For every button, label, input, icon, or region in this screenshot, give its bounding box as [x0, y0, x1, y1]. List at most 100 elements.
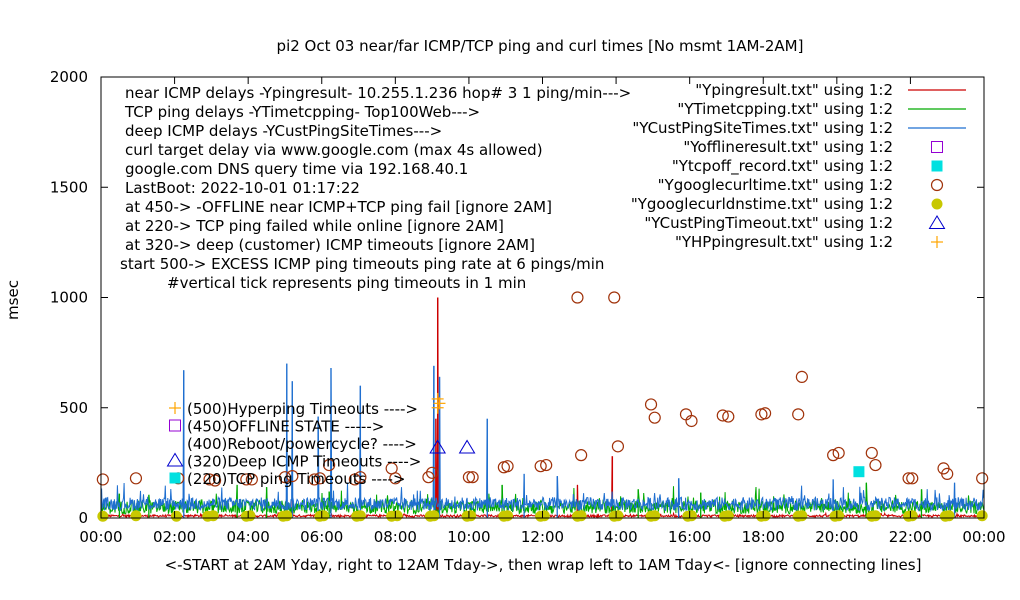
- series-6-point-34: [759, 510, 771, 522]
- legend-entry-5: "Ygooglecurltime.txt" using 1:2: [658, 176, 893, 194]
- series-5-point-6: [245, 473, 258, 486]
- series-6-point-8: [281, 510, 293, 522]
- series-5-point-37: [795, 370, 808, 383]
- x-axis-label: <-START at 2AM Yday, right to 12AM Tday-…: [165, 556, 922, 574]
- legend-swatch-5: [930, 178, 944, 192]
- series-5-point-29: [648, 411, 661, 424]
- series-5-point-11: [323, 458, 336, 472]
- legend-entry-2: "YCustPingSiteTimes.txt" using 1:2: [632, 119, 893, 137]
- series-5-point-7: [278, 471, 292, 484]
- legend-entry-4: "Ytcpoff_record.txt" using 1:2: [672, 157, 893, 176]
- series-6-point-38: [833, 510, 845, 522]
- series-6-point-36: [796, 510, 808, 522]
- series-6-point-14: [391, 510, 403, 522]
- series-5-point-9: [308, 473, 321, 486]
- info-line-9: start 500-> EXCESS ICMP ping timeouts pi…: [120, 255, 604, 273]
- series-5-point-30: [679, 408, 693, 421]
- series-6-point-18: [465, 510, 477, 522]
- info-line-1: TCP ping delays -YTimetcpping- Top100Web…: [124, 103, 480, 121]
- annotation-label-2: (400)Reboot/powercycle? ---->: [187, 435, 417, 453]
- series-5-point-39: [832, 446, 845, 460]
- series-6-point-44: [943, 510, 955, 522]
- series-5-point-10: [313, 472, 327, 485]
- series-5-point-43: [906, 472, 919, 485]
- series-5-point-40: [865, 446, 878, 460]
- series-5-point-33: [722, 410, 735, 423]
- series-5-point-3: [203, 473, 216, 486]
- series-6-point-4: [207, 510, 219, 522]
- annotation-label-3: (320)Deep ICMP Timeouts ---->: [187, 453, 421, 471]
- series-5-point-38: [827, 449, 840, 462]
- series-5-point-35: [758, 407, 772, 420]
- legend-entry-8: "YHPpingresult.txt" using 1:2: [675, 233, 893, 251]
- series-5-point-46: [976, 472, 989, 485]
- x-tick-label-11: 22:00: [889, 528, 932, 546]
- legend-swatch-6: [931, 198, 943, 210]
- legend-swatch-8: [931, 236, 943, 248]
- info-line-10: #vertical tick represents ping timeouts …: [167, 274, 526, 292]
- axis-ticks: 00:00 02:00 04:00 06:00 08:00 10:00 12:00 14:00…: [50, 68, 1006, 546]
- x-tick-label-10: 20:00: [815, 528, 858, 546]
- annotation-label-0: (500)Hyperping Timeouts ---->: [187, 400, 418, 418]
- legend: "Ypingresult.txt" using 1:2"YTimetcpping…: [631, 81, 966, 251]
- y-axis-label: msec: [4, 280, 22, 320]
- info-text-block: near ICMP delays -Ypingresult- 10.255.1.…: [120, 84, 631, 292]
- chart-title: pi2 Oct 03 near/far ICMP/TCP ping and cu…: [277, 37, 804, 55]
- series-5-point-45: [941, 467, 954, 480]
- legend-entry-7: "YCustPingTimeout.txt" using 1:2: [644, 214, 893, 232]
- annotation-marker-1: [169, 419, 181, 432]
- series-5-point-17: [426, 466, 439, 479]
- series-5-point-21: [501, 460, 514, 473]
- annotation-marker-0: [169, 402, 181, 414]
- series-7-point-0: [429, 439, 447, 454]
- series-5-point-18: [462, 471, 476, 484]
- series-6-point-6: [244, 510, 256, 522]
- x-tick-label-9: 18:00: [742, 528, 785, 546]
- series-6-point-28: [649, 510, 661, 522]
- legend-entry-6: "Ygooglecurldnstime.txt" using 1:2: [631, 195, 893, 213]
- series-5-point-42: [902, 472, 915, 485]
- series-5-point-28: [644, 398, 658, 411]
- series-5-point-16: [422, 471, 435, 484]
- series-6-point-10: [318, 510, 330, 522]
- y-tick-label-0: 0: [78, 509, 88, 527]
- series-5-point-36: [792, 408, 805, 421]
- info-line-6: at 450-> -OFFLINE near ICMP+TCP ping fai…: [125, 198, 552, 216]
- series-7-point-1: [458, 439, 476, 454]
- series-5-point-12: [348, 473, 361, 486]
- series-5-point-4: [208, 474, 222, 487]
- y-tick-label-3: 1500: [50, 178, 88, 196]
- x-tick-label-0: 00:00: [79, 528, 122, 546]
- series-6-point-42: [906, 510, 918, 522]
- series-line-1: [100, 482, 985, 516]
- info-line-4: google.com DNS query time via 192.168.40…: [125, 160, 468, 178]
- series-4-point-0: [853, 466, 865, 478]
- legend-swatch-3: [931, 141, 943, 153]
- legend-entry-1: "YTimetcpping.txt" using 1:2: [677, 100, 893, 118]
- series-6-point-40: [869, 510, 881, 522]
- series-6-point-32: [722, 510, 734, 522]
- series-5-point-15: [389, 472, 402, 485]
- series-5-point-41: [869, 458, 882, 472]
- x-tick-label-6: 12:00: [521, 528, 564, 546]
- x-tick-label-4: 08:00: [374, 528, 417, 546]
- legend-entry-3: "Yofflineresult.txt" using 1:2: [683, 138, 893, 156]
- y-tick-label-1: 500: [59, 399, 88, 417]
- x-tick-label-8: 16:00: [668, 528, 711, 546]
- series-6-point-12: [354, 510, 366, 522]
- series-5-point-32: [716, 409, 729, 422]
- plot-frame: [100, 76, 985, 519]
- x-tick-label-12: 00:00: [962, 528, 1005, 546]
- x-tick-label-7: 14:00: [594, 528, 637, 546]
- x-tick-label-2: 04:00: [227, 528, 270, 546]
- series-6-point-24: [575, 510, 587, 522]
- x-tick-label-3: 06:00: [300, 528, 343, 546]
- series-5-point-0: [96, 473, 109, 486]
- y-tick-label-4: 2000: [50, 68, 88, 86]
- series-5-point-25: [575, 449, 588, 462]
- legend-swatch-7: [928, 215, 946, 229]
- series-6-point-16: [428, 510, 440, 522]
- annotation-label-4: (220)TCP ping Timeouts ---->: [187, 470, 405, 488]
- series-6-point-22: [538, 510, 550, 522]
